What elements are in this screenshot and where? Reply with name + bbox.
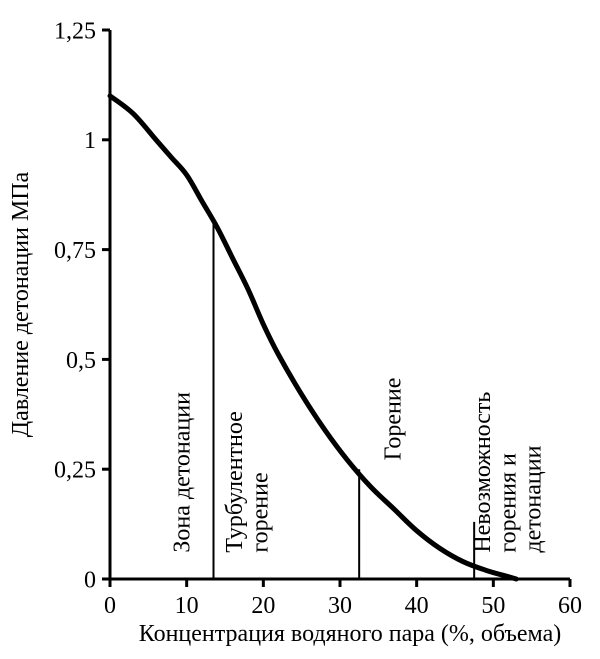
y-axis-title: Давление детонации МПа — [8, 171, 34, 437]
region-label: Турбулентное — [222, 411, 248, 552]
x-tick-label: 0 — [104, 593, 116, 619]
region-label: Горение — [380, 378, 406, 461]
region-label: Невозможность — [470, 392, 496, 553]
region-label: детонации — [521, 445, 547, 552]
region-label-group: Горение — [380, 378, 406, 461]
region-label: Зона детонации — [170, 392, 196, 553]
y-tick-label: 0,75 — [54, 238, 96, 264]
chart-svg: 0 10 20 30 40 50 60 0 0,25 0,5 0,75 1 1,25 Концентрац… — [0, 0, 600, 659]
region-label-group: Зона детонации — [170, 392, 196, 553]
x-tick-label: 60 — [558, 593, 582, 619]
region-label: горение — [247, 472, 273, 552]
y-tick-label: 0,5 — [66, 348, 96, 374]
region-label: горения и — [495, 453, 521, 553]
y-tick-label: 1,25 — [54, 18, 96, 44]
y-tick-label: 0,25 — [54, 458, 96, 484]
x-tick-label: 50 — [481, 593, 505, 619]
x-tick-label: 30 — [328, 593, 352, 619]
y-tick-label: 1 — [84, 128, 96, 154]
x-tick-label: 40 — [405, 593, 429, 619]
x-tick-label: 10 — [175, 593, 199, 619]
x-tick-label: 20 — [251, 593, 275, 619]
x-axis-title: Концентрация водяного пара (%, объема) — [139, 621, 561, 647]
detonation-pressure-chart: 0 10 20 30 40 50 60 0 0,25 0,5 0,75 1 1,25 Концентрац… — [0, 0, 600, 659]
y-tick-label: 0 — [84, 567, 96, 593]
